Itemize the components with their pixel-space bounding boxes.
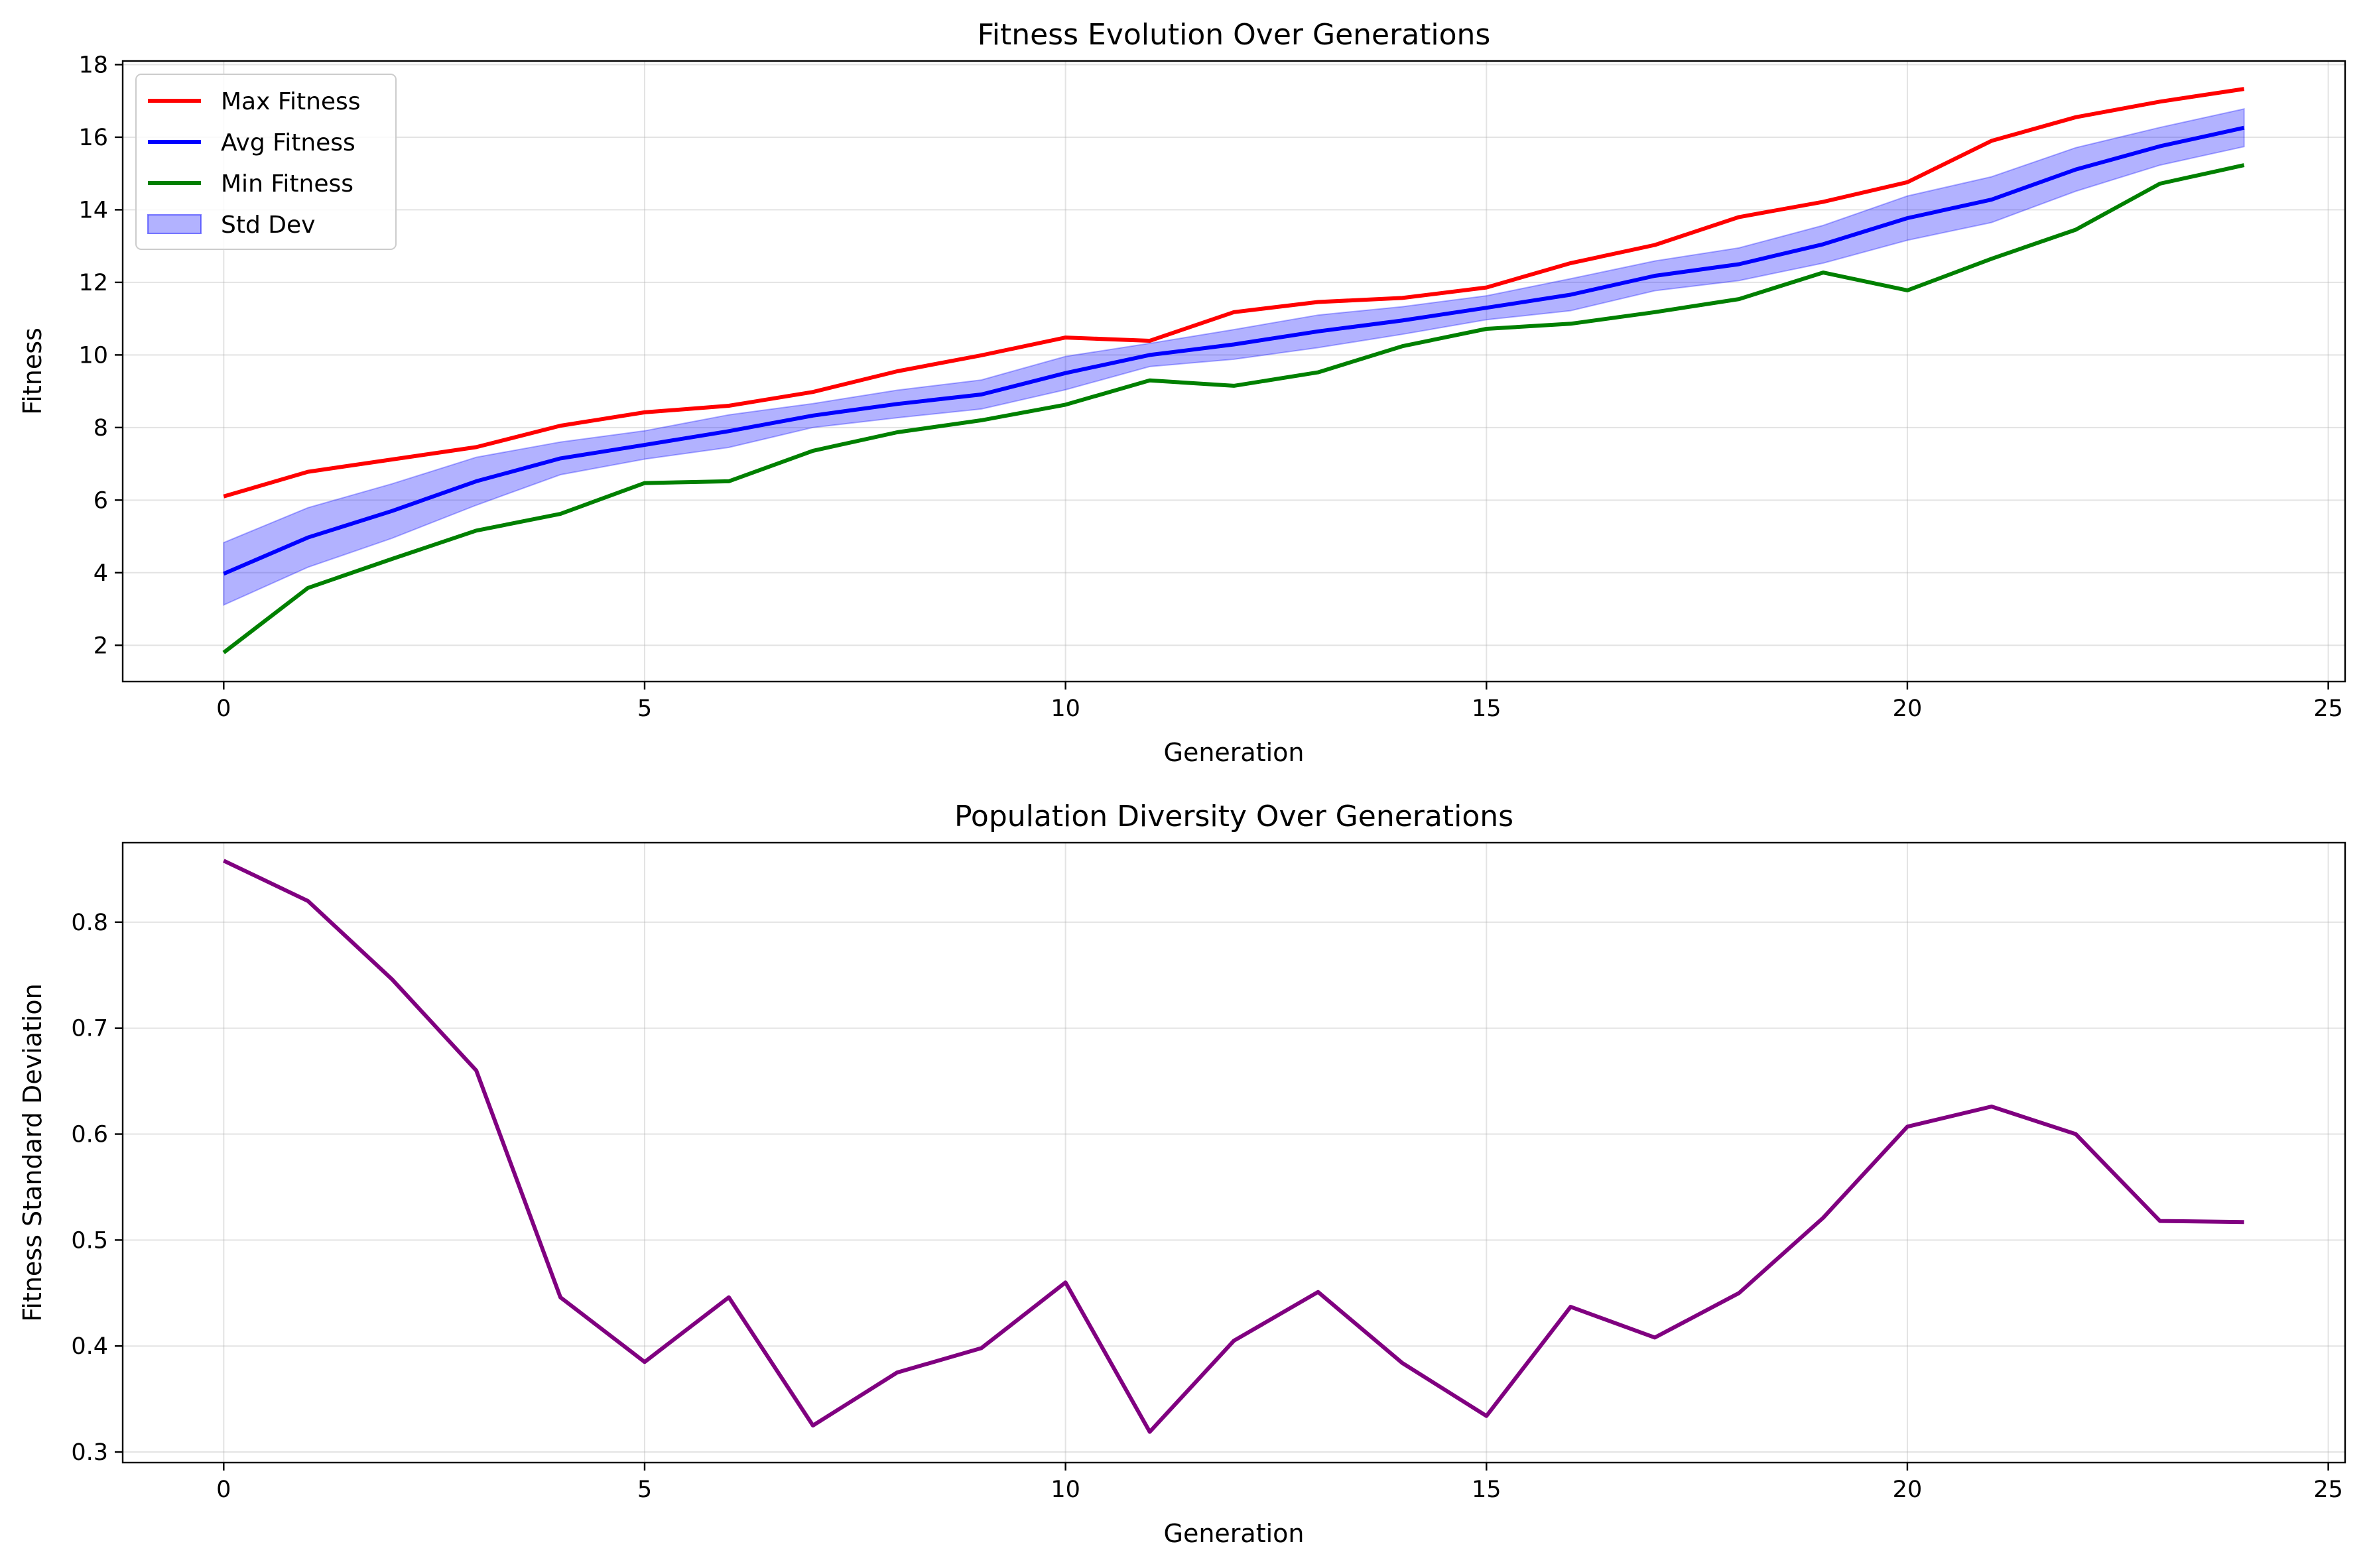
- diversity-plot-frame: [121, 841, 2346, 1464]
- fitness-x-tick-label: 10: [1051, 695, 1080, 722]
- diversity-x-tick-label: 20: [1893, 1477, 1923, 1503]
- diversity-y-tick-label: 0.5: [71, 1227, 108, 1254]
- fitness-x-tick-label: 0: [216, 695, 231, 722]
- diversity-y-axis-label: Fitness Standard Deviation: [18, 983, 47, 1321]
- fitness-lines: [222, 87, 2245, 654]
- fitness-x-tick-label: 25: [2313, 695, 2343, 722]
- std-dev-band: [223, 108, 2245, 607]
- fitness-y-tick-label: 18: [78, 52, 108, 78]
- diversity-x-tick-label: 5: [637, 1477, 652, 1503]
- diversity-x-tick-label: 25: [2313, 1477, 2343, 1503]
- min-fitness-line: [222, 163, 2245, 654]
- diversity-lines: [223, 859, 2244, 1434]
- fitness-evolution-chart: 0 5 10 15 20 25 2 4 6 8 10 12 14 16 18 Fitness Evoluti…: [18, 18, 2346, 767]
- fitness-y-tick-label: 6: [94, 487, 108, 514]
- fitness-y-axis-label: Fitness: [18, 328, 47, 415]
- fitness-y-tick-label: 4: [94, 560, 108, 587]
- diversity-y-tick-label: 0.8: [71, 910, 108, 936]
- diversity-chart-title: Population Diversity Over Generations: [954, 800, 1513, 833]
- fitness-x-axis-label: Generation: [1164, 738, 1305, 767]
- fitness-grid: [123, 61, 2345, 682]
- diversity-y-tick-label: 0.6: [71, 1122, 108, 1148]
- fitness-y-tick-label: 16: [78, 125, 108, 151]
- fitness-y-tick-label: 12: [78, 270, 108, 296]
- diversity-y-tick-label: 0.4: [71, 1333, 108, 1360]
- diversity-x-tick-label: 15: [1472, 1477, 1502, 1503]
- fitness-x-tick-label: 15: [1472, 695, 1502, 722]
- diversity-grid: [123, 843, 2345, 1463]
- fitness-legend: Max Fitness Avg Fitness Min Fitness Std Dev: [135, 74, 397, 250]
- diversity-y-tick-label: 0.3: [71, 1439, 108, 1466]
- min-fitness-legend-label: Min Fitness: [221, 170, 353, 198]
- fitness-plot-frame: [121, 60, 2346, 683]
- max-fitness-legend-label: Max Fitness: [221, 88, 361, 115]
- fitness-y-tick-label: 14: [78, 197, 108, 223]
- fitness-y-tick-label: 10: [78, 342, 108, 369]
- fitness-y-tick-label: 2: [94, 633, 108, 659]
- fitness-legend-box: [135, 74, 397, 250]
- std-dev-legend-swatch: [147, 214, 202, 234]
- fitness-x-tick-label: 5: [637, 695, 652, 722]
- diversity-x-tick-label: 10: [1051, 1477, 1080, 1503]
- diversity-y-tick-label: 0.7: [71, 1016, 108, 1042]
- avg-fitness-line: [223, 125, 2245, 576]
- max-fitness-line: [223, 87, 2245, 499]
- fitness-chart-title: Fitness Evolution Over Generations: [978, 18, 1491, 52]
- diversity-x-axis-label: Generation: [1164, 1519, 1305, 1548]
- avg-fitness-legend-label: Avg Fitness: [221, 129, 355, 156]
- diversity-ticks: 0 5 10 15 20 25 0.3 0.4 0.5 0.6 0.7 0.8: [71, 910, 2343, 1503]
- diversity-x-tick-label: 0: [216, 1477, 231, 1503]
- fitness-x-tick-label: 20: [1893, 695, 1923, 722]
- fitness-ticks: 0 5 10 15 20 25 2 4 6 8 10 12 14 16 18: [78, 52, 2342, 722]
- std-dev-band-layer: [223, 108, 2245, 607]
- fitness-y-tick-label: 8: [94, 415, 108, 442]
- diversity-series-line: [223, 859, 2244, 1434]
- population-diversity-chart: 0 5 10 15 20 25 0.3 0.4 0.5 0.6 0.7 0.8 Population …: [18, 800, 2346, 1548]
- std-dev-legend-label: Std Dev: [221, 211, 315, 239]
